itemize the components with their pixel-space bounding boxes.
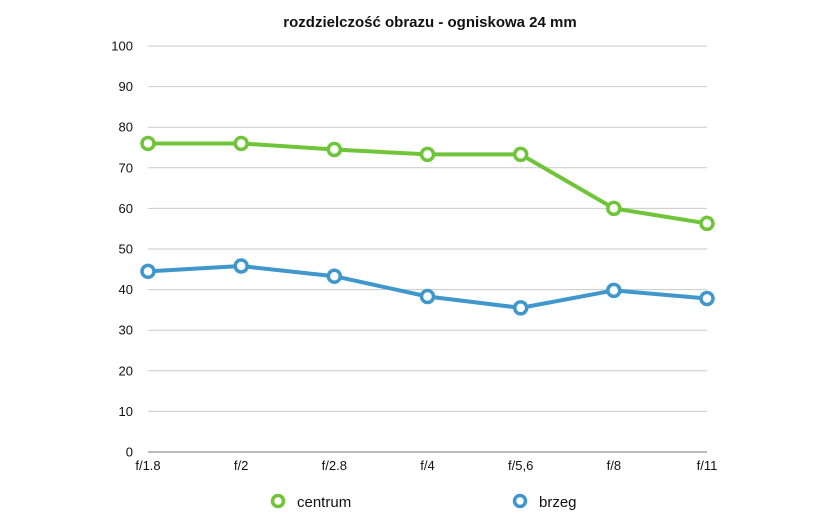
data-point-brzeg bbox=[606, 282, 622, 299]
data-point-centrum bbox=[140, 135, 156, 152]
legend-label: brzeg bbox=[539, 494, 577, 511]
x-tick-label: f/11 bbox=[697, 458, 718, 473]
data-point-centrum bbox=[512, 146, 529, 163]
x-tick-label: f/5,6 bbox=[508, 458, 533, 473]
data-point-brzeg bbox=[140, 263, 156, 280]
legend-label: centrum bbox=[297, 494, 351, 511]
data-point-centrum bbox=[233, 135, 249, 152]
data-point-centrum bbox=[419, 146, 436, 163]
data-point-brzeg bbox=[326, 268, 343, 284]
legend-marker-icon bbox=[512, 493, 528, 509]
data-point-centrum bbox=[326, 141, 343, 158]
y-tick-label: 50 bbox=[119, 242, 133, 257]
data-point-centrum bbox=[699, 215, 715, 232]
y-tick-label: 80 bbox=[119, 120, 133, 135]
data-point-centrum bbox=[606, 200, 622, 217]
legend-item-brzeg: brzeg bbox=[512, 493, 577, 511]
data-point-brzeg bbox=[512, 300, 529, 316]
y-tick-label: 10 bbox=[119, 404, 133, 419]
series-brzeg bbox=[140, 258, 715, 316]
y-tick-label: 20 bbox=[119, 363, 133, 378]
chart-title: rozdzielczość obrazu - ogniskowa 24 mm bbox=[283, 14, 576, 31]
data-point-brzeg bbox=[419, 288, 436, 305]
series-centrum bbox=[140, 135, 715, 232]
y-tick-label: 100 bbox=[111, 39, 133, 54]
legend-item-centrum: centrum bbox=[270, 493, 351, 511]
y-tick-label: 90 bbox=[119, 79, 133, 94]
y-tick-label: 30 bbox=[119, 323, 133, 338]
data-point-brzeg bbox=[699, 290, 715, 307]
x-tick-label: f/2 bbox=[234, 458, 248, 473]
x-tick-label: f/4 bbox=[420, 458, 434, 473]
legend-marker-icon bbox=[270, 493, 286, 509]
y-tick-label: 60 bbox=[119, 201, 133, 216]
x-tick-label: f/2.8 bbox=[322, 458, 347, 473]
x-tick-label: f/1.8 bbox=[135, 458, 160, 473]
data-point-brzeg bbox=[233, 258, 249, 274]
y-tick-label: 0 bbox=[126, 445, 133, 460]
x-tick-label: f/8 bbox=[607, 458, 621, 473]
y-tick-label: 40 bbox=[119, 282, 133, 297]
y-tick-label: 70 bbox=[119, 160, 133, 175]
